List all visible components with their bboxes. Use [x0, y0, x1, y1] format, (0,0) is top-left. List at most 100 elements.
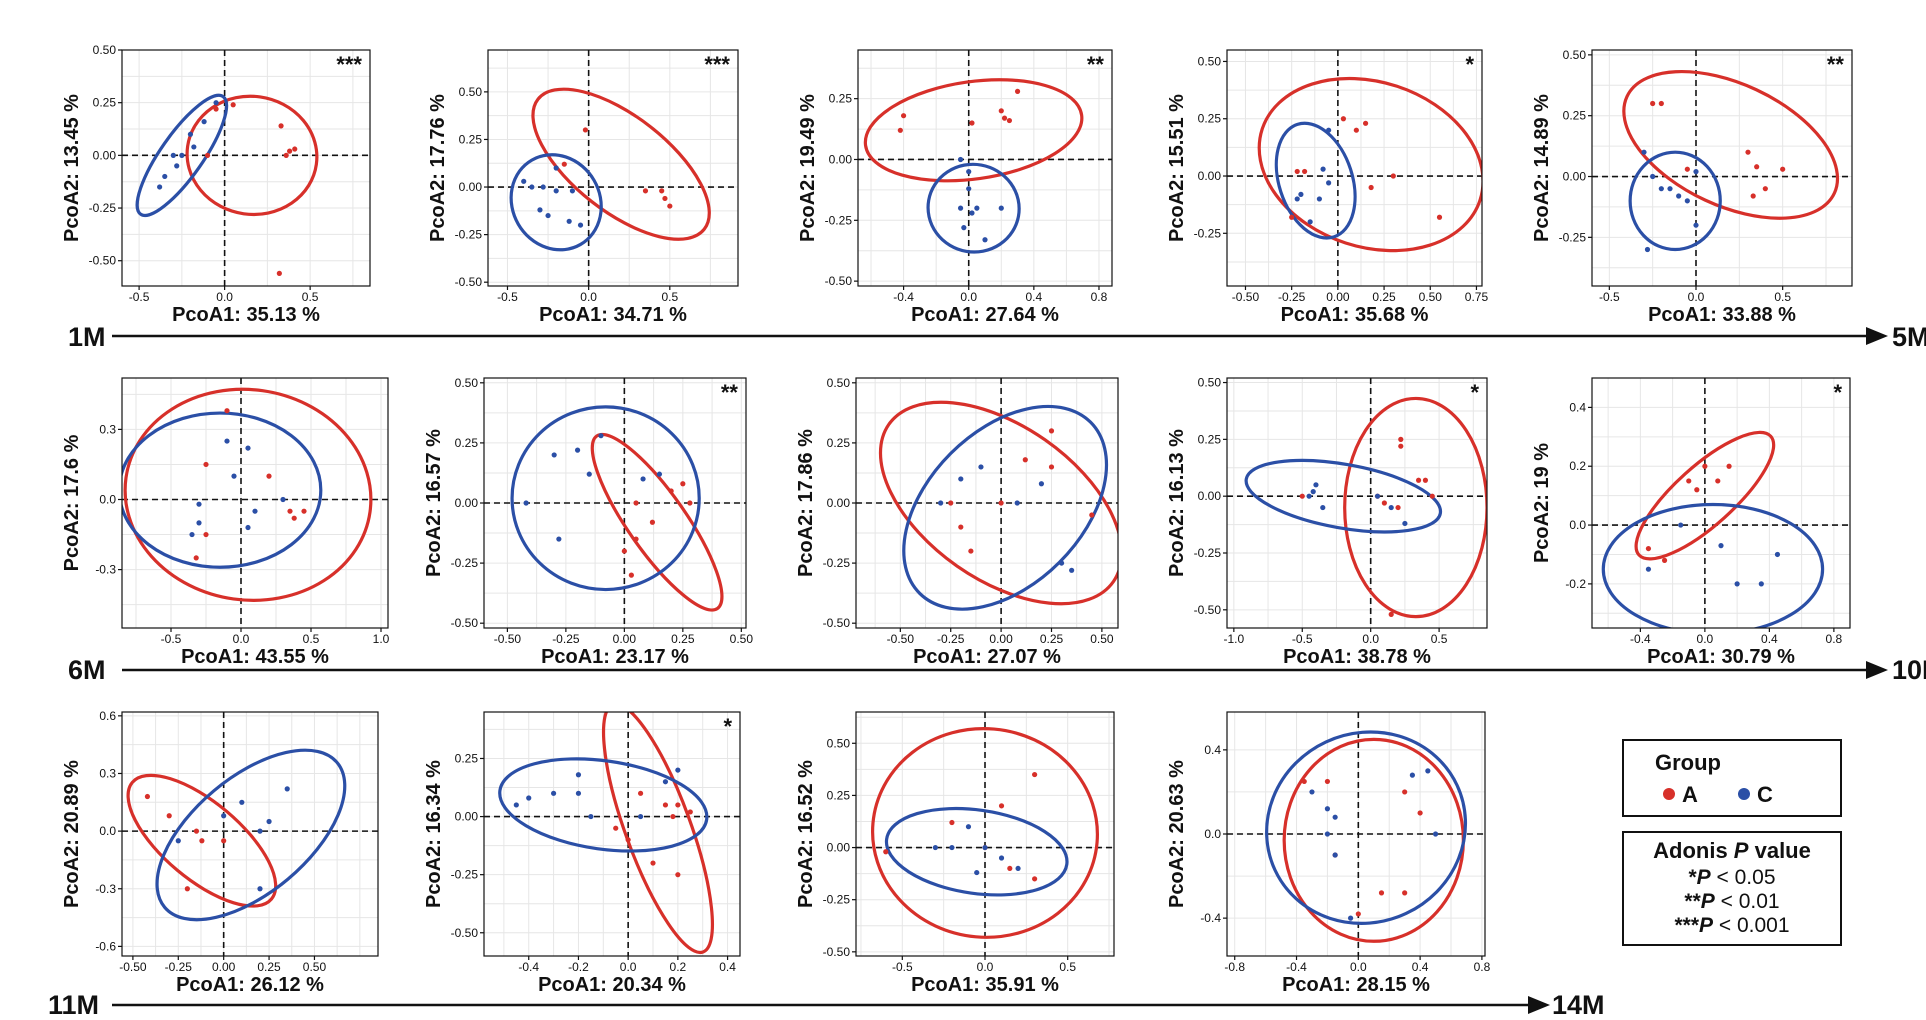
group-c-ellipse: [1244, 458, 1443, 534]
panel-frame: [1591, 377, 1851, 629]
group-c-point: [1316, 196, 1322, 202]
group-a-point: [625, 837, 631, 843]
y-tick-label: 0.25: [93, 96, 117, 110]
group-c-point: [577, 222, 584, 228]
x-tick-label: 0.2: [670, 960, 687, 974]
panel-plot: [122, 378, 388, 628]
group-c-point: [966, 186, 972, 192]
x-tick-label: 0.0: [1697, 632, 1714, 646]
group-a-point: [1686, 478, 1692, 484]
group-c-point: [566, 218, 572, 224]
y-tick-label: 0.25: [459, 132, 483, 146]
group-c-ellipse: [498, 757, 709, 853]
y-tick-label: -0.25: [1559, 230, 1587, 244]
y-axis-title: PcoA2: 14.89 %: [1531, 94, 1553, 242]
y-tick-label: 0.00: [827, 496, 851, 510]
group-a-point: [1014, 88, 1021, 94]
y-tick-label: 0.3: [99, 422, 116, 436]
group-a-point: [621, 548, 627, 554]
adonis-legend: Adonis P value *P < 0.05 **P < 0.01 ***P…: [1622, 831, 1842, 946]
timeline-start-label: 11M: [48, 990, 99, 1020]
group-c-point: [974, 205, 980, 211]
group-a-point: [1007, 865, 1013, 872]
group-a-point: [633, 536, 639, 542]
group-c-point: [521, 178, 527, 184]
x-tick-label: 0.4: [1412, 960, 1429, 974]
group-c-ellipse: [1265, 730, 1468, 925]
x-tick-label: 0.25: [671, 632, 695, 646]
x-axis-title: PcoA1: 28.15 %: [1282, 974, 1430, 996]
x-tick-label: -0.5: [497, 290, 518, 304]
y-tick-label: 0.00: [1198, 489, 1222, 503]
group-a-point: [1006, 117, 1013, 124]
panel-plot: [1592, 378, 1850, 628]
group-a-point: [1650, 100, 1656, 107]
adonis-threshold-1: *P < 0.05: [1688, 866, 1775, 889]
x-axis-title: PcoA1: 26.12 %: [176, 974, 324, 996]
group-a-point: [900, 113, 907, 119]
group-a-point: [184, 886, 190, 892]
group-a-point: [1368, 184, 1374, 191]
timeline-arrowhead: [1528, 996, 1550, 1014]
group-a-point: [1355, 911, 1361, 917]
panel-frame: [483, 711, 741, 957]
group-c-point: [1658, 186, 1664, 192]
y-tick-label: 0.00: [455, 496, 479, 510]
x-tick-label: 0.50: [1419, 290, 1443, 304]
timeline-end-label: 14M: [1552, 990, 1605, 1020]
x-tick-label: 0.5: [302, 290, 319, 304]
group-c-point: [553, 188, 559, 194]
timeline-end-label: 10M: [1892, 655, 1926, 685]
group-c-point: [662, 779, 669, 785]
group-c-point: [1641, 149, 1647, 155]
group-c-point: [257, 828, 263, 834]
pcoa-panel-13: -0.5 0.0 0.5 -0.50 -0.25 0.00 0.25 0.50 PcoA1: 3…: [795, 711, 1115, 996]
x-tick-label: -0.4: [1630, 632, 1651, 646]
group-a-point: [193, 555, 199, 561]
group-a-ellipse: [123, 387, 373, 602]
group-a-ellipse: [1343, 396, 1487, 619]
y-tick-label: -0.25: [89, 201, 117, 215]
group-c-point: [187, 131, 194, 137]
group-a-ellipse: [590, 432, 724, 612]
x-axis-title: PcoA1: 20.34 %: [538, 974, 686, 996]
group-c-point: [191, 144, 197, 150]
group-c-point: [978, 464, 984, 470]
y-tick-label: -0.3: [95, 563, 116, 577]
x-tick-label: 0.5: [1774, 290, 1791, 304]
x-tick-label: -0.4: [518, 960, 539, 974]
panel-frame: [1226, 49, 1483, 287]
group-c-point: [1310, 489, 1316, 495]
y-tick-label: -0.50: [825, 274, 853, 288]
group-c-point: [1734, 581, 1740, 587]
pcoa-panel-9: -1.0 -0.5 0.0 0.5 -0.50 -0.25 0.00 0.25 0.50 PcoA…: [1166, 376, 1488, 668]
group-c-point: [1676, 193, 1682, 199]
group-a-point: [1702, 463, 1708, 469]
legend-label-c: C: [1757, 782, 1773, 807]
group-c-point: [1678, 522, 1684, 528]
group-c-point: [586, 471, 592, 477]
y-tick-label: -0.50: [823, 616, 851, 630]
group-c-point: [170, 152, 176, 158]
group-c-point: [1693, 222, 1699, 228]
group-c-ellipse: [510, 405, 701, 592]
pcoa-panel-4: -0.50 -0.25 0.00 0.25 0.50 0.75 -0.25 0.00 0.25 0…: [1166, 49, 1488, 326]
group-a-ellipse: [878, 400, 1118, 606]
group-c-point: [575, 790, 582, 796]
group-a-point: [1378, 890, 1385, 896]
group-c-point: [513, 802, 519, 808]
group-c-point: [1374, 493, 1381, 499]
panel-plot: [484, 378, 746, 628]
group-c-point: [1326, 127, 1332, 133]
group-a-ellipse: [1257, 76, 1482, 253]
y-tick-label: -0.25: [1194, 546, 1222, 560]
group-a-point: [266, 473, 272, 479]
y-tick-label: -0.50: [455, 275, 483, 289]
group-c-point: [1347, 915, 1354, 921]
x-tick-label: 0.5: [1059, 960, 1076, 974]
group-a-point: [203, 531, 209, 538]
group-c-ellipse: [509, 153, 603, 252]
group-c-point: [174, 163, 180, 169]
x-tick-label: -0.5: [892, 960, 913, 974]
